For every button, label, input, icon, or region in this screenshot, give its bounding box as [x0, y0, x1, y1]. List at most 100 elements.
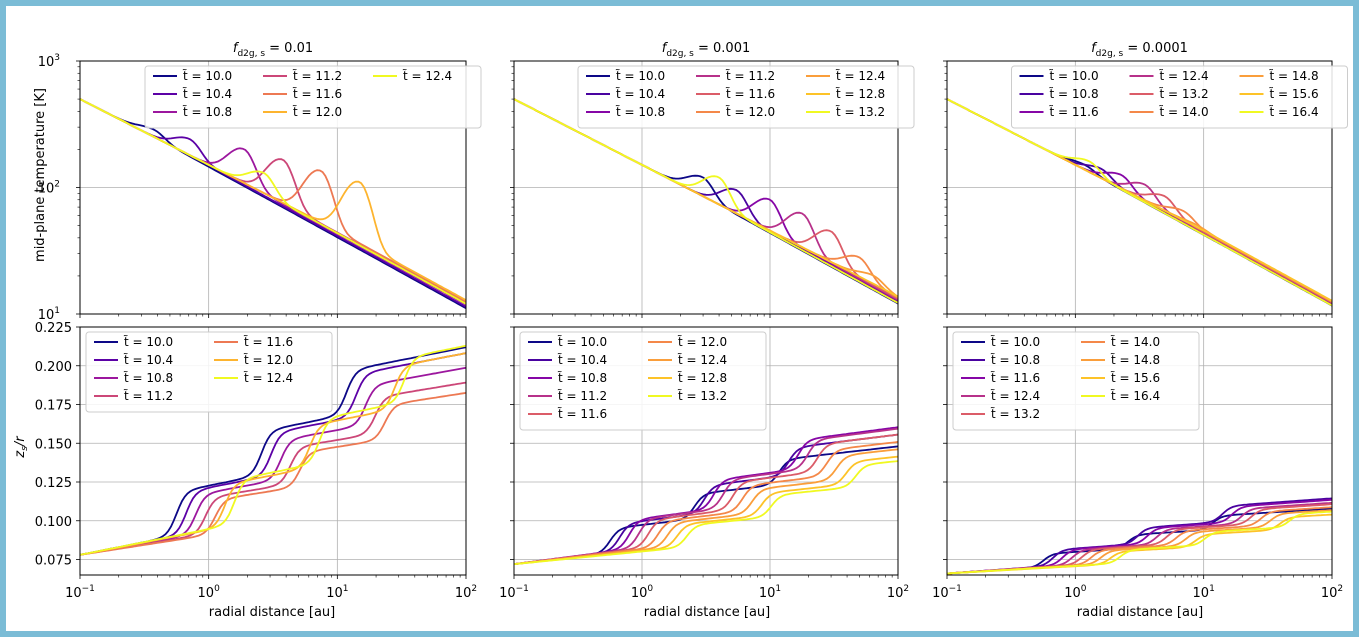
legend-label: t̃ = 10.8 [991, 353, 1040, 367]
axes-frame [79, 326, 467, 576]
panel-title-value: = 0.001 [694, 41, 750, 56]
legend-label: t̃ = 12.4 [1159, 69, 1208, 83]
series-line [514, 441, 898, 565]
series-line [514, 98, 898, 304]
y-tick-label: 0.150 [35, 437, 72, 452]
series-lines [514, 98, 898, 305]
legend-label: t̃ = 10.8 [183, 105, 232, 119]
x-tick-label: 102 [887, 584, 909, 601]
x-tick-label: 100 [198, 584, 221, 601]
x-tick-label: 100 [1064, 584, 1087, 601]
series-line [80, 392, 466, 556]
series-line [947, 513, 1332, 575]
legend-label: t̃ = 10.4 [616, 87, 665, 101]
series-lines [80, 98, 466, 309]
panel-title-symbol: f [1091, 41, 1098, 56]
legend-label: t̃ = 16.4 [1269, 105, 1318, 119]
panel-title: fd2g, s = 0.0001 [1091, 41, 1188, 59]
y-tick-label: 0.225 [35, 321, 72, 336]
xlabel-left: radial distance [au] [209, 605, 335, 620]
legend: t̃ = 10.0 t̃ = 10.8 t̃ = 11.6 t̃ = 12.4 t̃ =… [1011, 65, 1348, 129]
legend: t̃ = 10.0 t̃ = 10.4 t̃ = 10.8 t̃ = 11.2 t̃ =… [519, 331, 767, 431]
series-line [80, 98, 466, 305]
legend-label: t̃ = 11.6 [293, 87, 342, 101]
series-lines [514, 426, 898, 565]
series-lines [947, 98, 1332, 307]
x-tick-label: 100 [631, 584, 654, 601]
xlabel-right: radial distance [au] [1077, 605, 1203, 620]
legend-label: t̃ = 10.0 [558, 335, 607, 349]
axes-frame [513, 60, 899, 315]
x-tick-exp: 2 [471, 584, 477, 594]
axes-frame [79, 60, 467, 315]
axes-frame [513, 326, 899, 576]
legend-label: t̃ = 12.4 [991, 389, 1040, 403]
y-tick-label: 0.200 [35, 360, 72, 375]
legend-label: t̃ = 10.4 [558, 353, 607, 367]
legend-label: t̃ = 13.2 [991, 407, 1040, 421]
y-tick-exp: 1 [54, 306, 60, 316]
legend: t̃ = 10.0 t̃ = 10.8 t̃ = 11.6 t̃ = 12.4 t̃ =… [952, 331, 1200, 431]
legend-label: t̃ = 11.6 [1049, 105, 1098, 119]
x-tick-exp: 1 [775, 584, 781, 594]
x-tick-label: 101 [1193, 584, 1215, 601]
x-tick-label: 10−1 [932, 584, 962, 601]
legend-box [85, 331, 333, 413]
x-tick-label: 101 [326, 584, 348, 601]
legend-label: t̃ = 11.6 [558, 407, 607, 421]
xlabel-middle: radial distance [au] [644, 605, 770, 620]
x-tick-label: 101 [759, 584, 781, 601]
legend-label: t̃ = 11.6 [244, 335, 293, 349]
legend-label: t̃ = 11.2 [726, 69, 775, 83]
x-tick-label: 102 [455, 584, 477, 601]
series-line [947, 503, 1332, 575]
y-tick-label: 0.075 [35, 554, 72, 569]
series-line [947, 510, 1332, 575]
series-lines [80, 344, 466, 556]
legend-label: t̃ = 11.2 [293, 69, 342, 83]
series-lines [947, 497, 1332, 575]
legend-label: t̃ = 10.4 [183, 87, 232, 101]
x-tick-exp: 0 [1081, 584, 1087, 594]
panel-title-value: = 0.01 [265, 41, 313, 56]
series-line [514, 433, 898, 565]
series-line [514, 98, 898, 305]
panel-title: fd2g, s = 0.01 [233, 41, 313, 59]
legend: t̃ = 10.0 t̃ = 10.4 t̃ = 10.8 t̃ = 11.2 t̃ =… [577, 65, 915, 129]
y-tick-label: 0.100 [35, 515, 72, 530]
legend-label: t̃ = 12.4 [244, 371, 293, 385]
legend-label: t̃ = 12.0 [726, 105, 775, 119]
series-line [947, 501, 1332, 575]
y-tick-label: 102 [38, 180, 60, 197]
legend-label: t̃ = 11.2 [124, 389, 173, 403]
legend-label: t̃ = 11.2 [558, 389, 607, 403]
legend-label: t̃ = 10.8 [558, 371, 607, 385]
legend-label: t̃ = 10.8 [616, 105, 665, 119]
legend-label: t̃ = 13.2 [1159, 87, 1208, 101]
series-line [514, 460, 898, 565]
legend-label: t̃ = 12.8 [678, 371, 727, 385]
x-tick-exp: 2 [1337, 584, 1343, 594]
legend-label: t̃ = 11.6 [991, 371, 1040, 385]
legend-label: t̃ = 12.0 [293, 105, 342, 119]
panel-title-subscript: d2g, s [237, 49, 265, 59]
legend-label: t̃ = 10.8 [1049, 87, 1098, 101]
legend-label: t̃ = 12.4 [678, 353, 727, 367]
legend: t̃ = 10.0 t̃ = 10.4 t̃ = 10.8 t̃ = 11.2 t̃ =… [85, 331, 333, 413]
legend-label: t̃ = 10.0 [616, 69, 665, 83]
y-tick-exp: 3 [54, 53, 60, 63]
series-line [947, 98, 1332, 307]
legend-label: t̃ = 10.0 [991, 335, 1040, 349]
panel-title-value: = 0.0001 [1123, 41, 1188, 56]
axes-frame [946, 60, 1333, 315]
legend-label: t̃ = 14.8 [1269, 69, 1318, 83]
legend-label: t̃ = 14.0 [1159, 105, 1208, 119]
legend-label: t̃ = 11.6 [726, 87, 775, 101]
panel-bottom-left: 10−1 100 101 1020.0750.1000.1250.1500.1750.… [35, 321, 477, 601]
